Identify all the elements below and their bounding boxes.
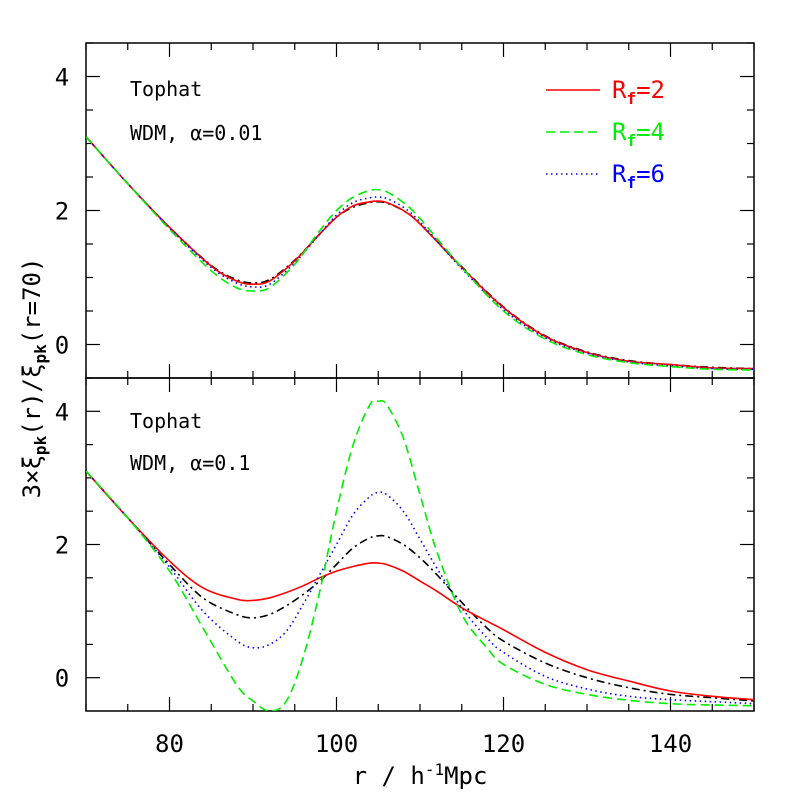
top-panel-series [86,136,754,371]
xtick-label: 140 [649,730,692,758]
legend: Rf=2 Rf=4 Rf=6 [546,76,665,192]
x-axis-title-prefix: r / h [353,762,425,790]
bottom-ytick-label: 2 [55,532,69,560]
legend-label-rf4: Rf=4 [612,118,665,150]
bottom-series-reference-dashdot [86,470,754,702]
x-axis-title-sup: -1 [425,760,444,779]
y-axis-title: 3×ξpk(r)/ξpk(r=70) [18,258,50,499]
bottom-panel-note-2: WDM, α=0.1 [130,451,250,475]
bottom-ytick-label: 0 [55,665,69,693]
top-ytick-label: 4 [55,64,69,92]
bottom-panel: Tophat WDM, α=0.1 [85,377,755,712]
legend-label-rf4-base: R [612,118,627,146]
top-panel-note-2: WDM, α=0.01 [130,121,262,145]
x-axis-title-suffix: Mpc [444,762,487,790]
top-panel-ticks [85,42,755,378]
top-series-r-f-2 [86,136,754,370]
legend-label-rf2-base: R [612,76,627,104]
legend-label-rf4-sub: f [626,131,636,150]
bottom-panel-note-1: Tophat [130,409,202,433]
xtick-label: 120 [482,730,525,758]
xtick-label: 80 [155,730,184,758]
y-axis-title-sub2: pk [31,344,50,364]
legend-label-rf6-base: R [612,160,627,188]
bottom-ytick-label: 4 [55,398,69,426]
y-axis-title-b: (r)/ξ [18,364,46,436]
bottom-series-r-f-2 [86,470,754,701]
xtick-label: 100 [315,730,358,758]
bottom-series-r-f-6 [86,470,754,705]
y-axis-title-sub1: pk [31,435,50,455]
legend-label-rf2-rest: =2 [636,76,665,104]
top-panel: Tophat WDM, α=0.01 Rf=2 Rf=4 Rf=6 [85,42,755,379]
y-axis-title-c: (r=70) [18,258,46,345]
legend-label-rf2-sub: f [626,89,636,108]
x-axis-title: r / h-1Mpc [353,760,488,790]
legend-label-rf4-rest: =4 [636,118,665,146]
legend-label-rf6-sub: f [626,173,636,192]
y-axis-title-a: 3×ξ [18,455,46,498]
bottom-panel-ticks [85,377,755,711]
top-panel-note-1: Tophat [130,77,202,101]
legend-label-rf6: Rf=6 [612,160,665,192]
bottom-panel-series [86,399,754,711]
top-series-r-f-4 [86,136,754,371]
top-ytick-label: 0 [55,332,69,360]
top-ytick-label: 2 [55,198,69,226]
legend-label-rf6-rest: =6 [636,160,665,188]
tick-labels: 0 2 4 0 2 4 80 100 120 140 [55,64,692,759]
legend-label-rf2: Rf=2 [612,76,665,108]
bottom-series-r-f-4 [86,399,754,711]
